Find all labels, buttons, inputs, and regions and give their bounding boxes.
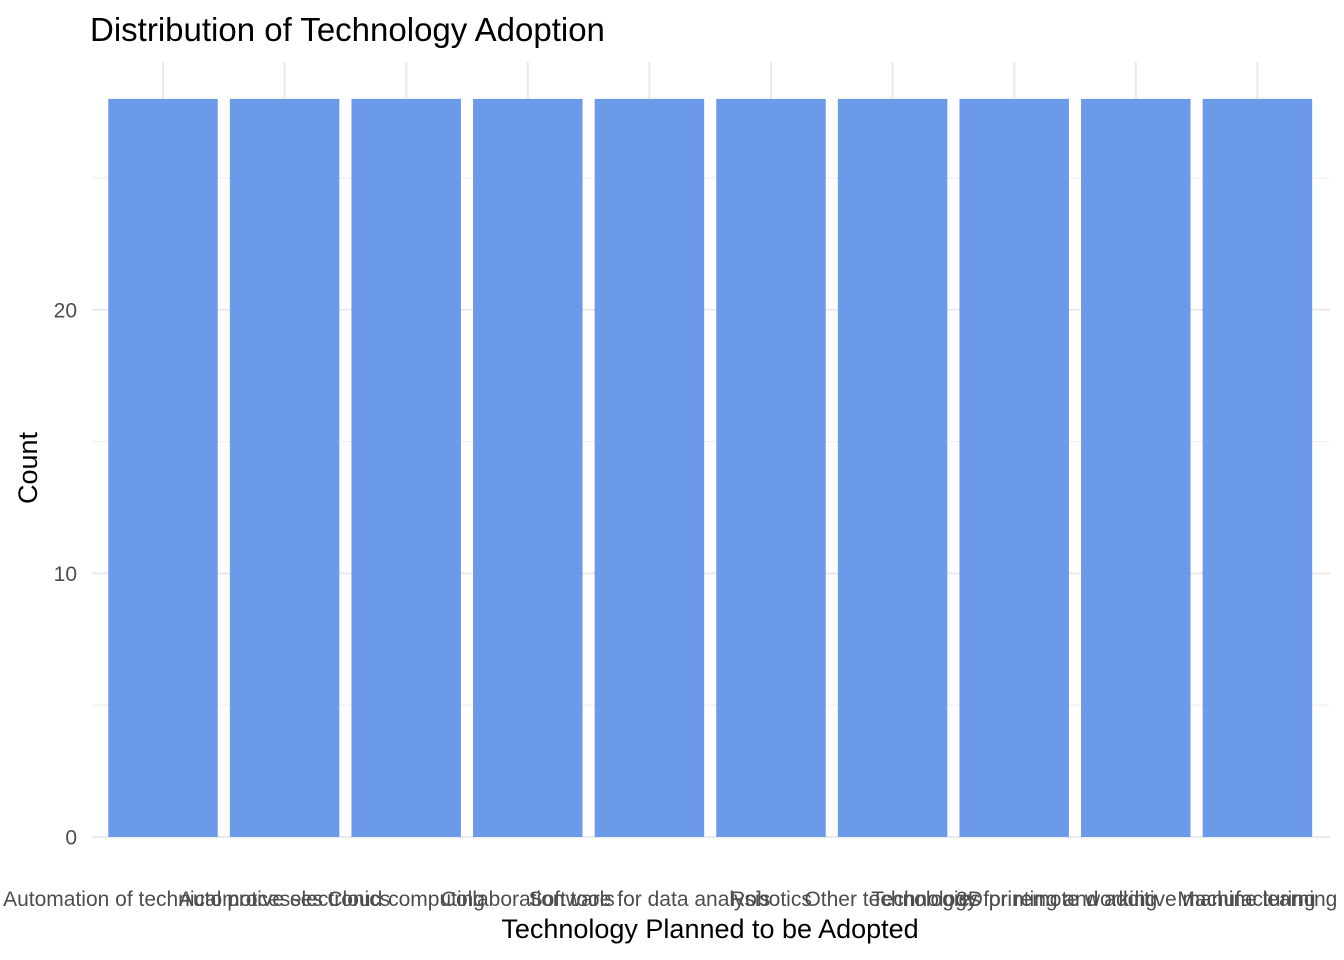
bar [108, 98, 218, 837]
bar [959, 98, 1069, 837]
bar [1202, 98, 1313, 837]
chart-title: Distribution of Technology Adoption [90, 11, 605, 48]
x-tick-label: Other technologies [804, 888, 980, 911]
y-tick-label: 10 [54, 563, 77, 586]
bar [229, 98, 340, 837]
x-tick-label: Technology for remote working [871, 888, 1157, 911]
bar [1081, 98, 1191, 837]
bar [594, 98, 705, 837]
y-tick-label: 0 [65, 827, 77, 850]
bar [716, 98, 826, 837]
bar [351, 98, 461, 837]
bar [473, 98, 583, 837]
y-tick-label: 20 [54, 299, 77, 322]
x-tick-label: 3D printing and additive manufacturing [956, 888, 1316, 911]
x-axis-ticks: Automation of technical processesAutomot… [3, 888, 1337, 911]
x-axis-title: Technology Planned to be Adopted [501, 914, 918, 944]
x-tick-label: Software for data analysis [529, 888, 771, 911]
x-tick-label: Collaboration tools [441, 888, 615, 911]
x-tick-label: Machine learning [1177, 888, 1337, 911]
bars [108, 98, 1313, 837]
y-axis-ticks: 0 10 20 [54, 299, 77, 849]
x-tick-label: Automation of technical processes [3, 888, 323, 911]
x-tick-label: Automotive electronics [179, 888, 390, 911]
x-tick-label: Robotics [730, 888, 812, 911]
y-axis-title: Count [13, 431, 43, 504]
x-tick-label: Cloud computing [327, 888, 485, 911]
bar [837, 98, 948, 837]
